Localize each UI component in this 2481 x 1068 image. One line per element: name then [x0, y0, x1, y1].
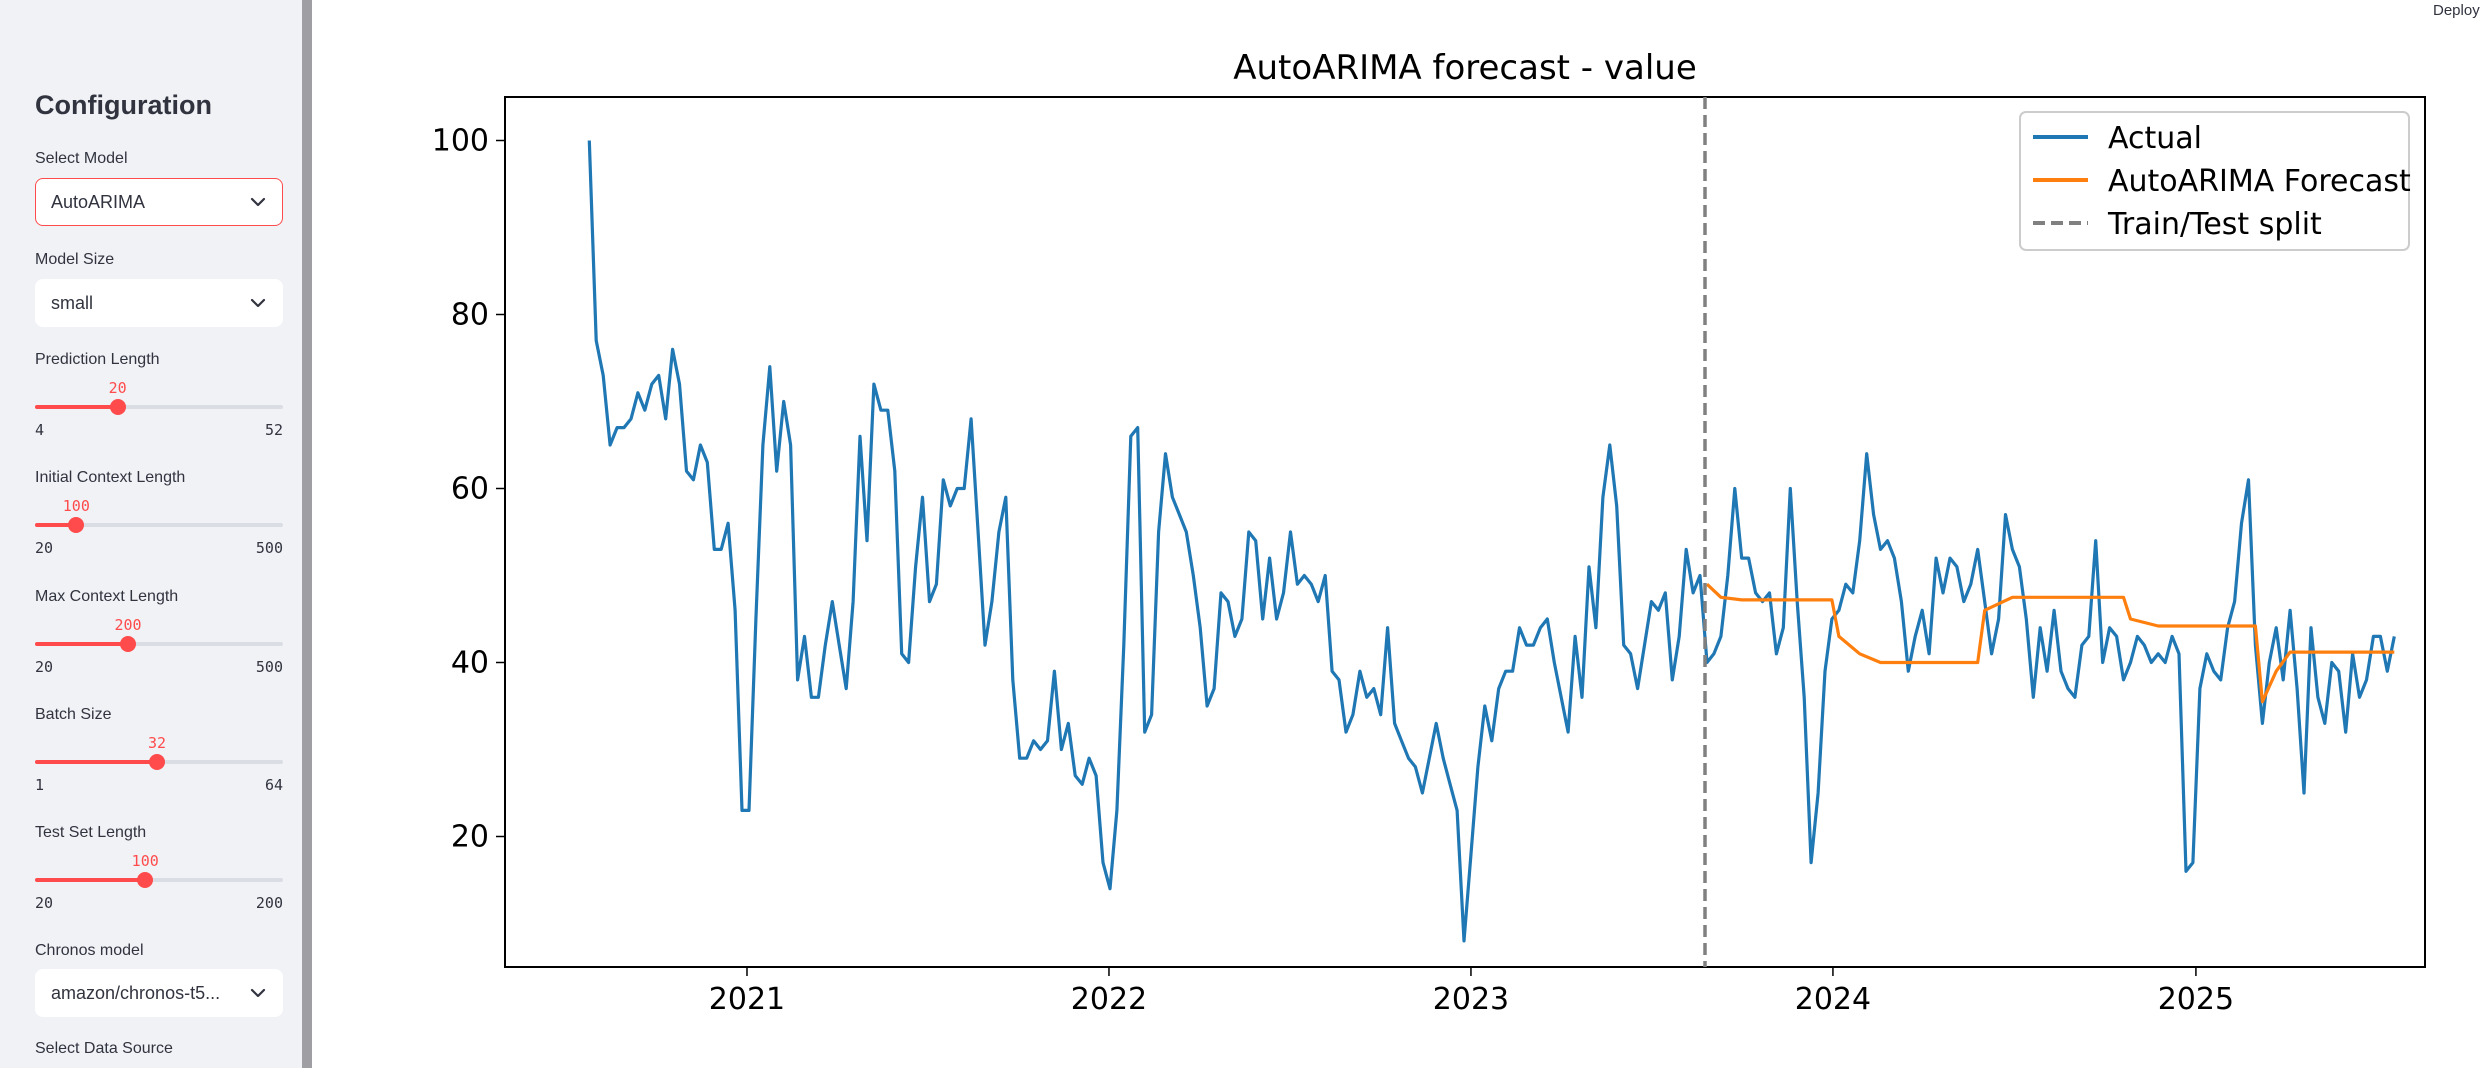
- select-model-dropdown[interactable]: AutoARIMA: [35, 178, 283, 226]
- x-tick-label: 2021: [709, 982, 785, 1017]
- y-tick-label: 60: [451, 472, 489, 507]
- test-set-length-slider[interactable]: 100 20 200: [35, 852, 283, 912]
- chevron-down-icon: [250, 298, 266, 308]
- batch-size-slider[interactable]: 32 1 64: [35, 734, 283, 794]
- slider-min: 20: [35, 658, 54, 676]
- slider-min: 1: [35, 776, 45, 794]
- slider-thumb[interactable]: [109, 399, 126, 415]
- slider-value: 20: [108, 379, 127, 397]
- forecast-line: [1705, 583, 2395, 704]
- series-group: [587, 97, 2396, 967]
- select-model-label: Select Model: [35, 150, 128, 167]
- chevron-down-icon: [250, 197, 266, 207]
- slider-value: 100: [62, 497, 90, 515]
- slider-track[interactable]: [35, 642, 283, 646]
- prediction-length-slider[interactable]: 20 4 52: [35, 379, 283, 439]
- x-tick-label: 2023: [1433, 982, 1509, 1017]
- slider-value: 100: [131, 852, 159, 870]
- slider-thumb[interactable]: [68, 517, 85, 533]
- slider-track[interactable]: [35, 405, 283, 409]
- initial-context-length-slider[interactable]: 100 20 500: [35, 497, 283, 557]
- slider-fill: [35, 642, 128, 646]
- chronos-model-label: Chronos model: [35, 942, 144, 959]
- model-size-value: small: [51, 293, 94, 313]
- chevron-down-icon: [250, 988, 266, 998]
- sidebar-scrollbar[interactable]: [302, 0, 312, 1068]
- initial-context-length-label: Initial Context Length: [35, 469, 186, 486]
- deploy-button[interactable]: Deploy: [2433, 2, 2480, 19]
- slider-min: 20: [35, 894, 54, 912]
- slider-max: 52: [264, 421, 283, 439]
- test-set-length-label: Test Set Length: [35, 824, 147, 841]
- y-tick-label: 100: [432, 124, 489, 159]
- slider-thumb[interactable]: [137, 872, 154, 888]
- legend-split-label: Train/Test split: [2107, 207, 2322, 242]
- legend-actual-label: Actual: [2108, 121, 2202, 156]
- slider-track[interactable]: [35, 523, 283, 527]
- y-tick-label: 40: [451, 646, 489, 681]
- slider-track[interactable]: [35, 878, 283, 882]
- select-model-value: AutoARIMA: [51, 192, 146, 212]
- chronos-model-dropdown[interactable]: amazon/chronos-t5...: [35, 969, 283, 1017]
- y-tick-label: 20: [451, 820, 489, 855]
- prediction-length-label: Prediction Length: [35, 351, 160, 368]
- slider-max: 500: [255, 658, 283, 676]
- slider-fill: [35, 405, 118, 409]
- batch-size-label: Batch Size: [35, 706, 112, 723]
- slider-thumb[interactable]: [120, 636, 136, 652]
- max-context-length-label: Max Context Length: [35, 588, 179, 605]
- slider-max: 200: [255, 894, 283, 912]
- slider-value: 32: [148, 734, 167, 752]
- forecast-chart: AutoARIMA forecast - value 20 40 60 80 100 202…: [432, 48, 2426, 1017]
- model-size-dropdown[interactable]: small: [35, 279, 283, 327]
- slider-max: 64: [264, 776, 283, 794]
- slider-value: 200: [114, 616, 142, 634]
- max-context-length-slider[interactable]: 200 20 500: [35, 616, 283, 676]
- slider-fill: [35, 760, 158, 764]
- slider-min: 4: [35, 421, 45, 439]
- legend-box: [2019, 111, 2410, 251]
- y-tick-label: 80: [451, 298, 489, 333]
- chronos-model-value: amazon/chronos-t5...: [51, 983, 221, 1003]
- model-size-label: Model Size: [35, 251, 115, 268]
- sidebar: Configuration Select Model AutoARIMA Mod…: [0, 0, 302, 1068]
- actual-line: [587, 140, 2396, 943]
- x-tick-label: 2022: [1071, 982, 1147, 1017]
- legend: Actual AutoARIMA Forecast Train/Test split: [2019, 111, 2411, 251]
- axes-group: AutoARIMA forecast - value 20 40 60 80 100 202…: [432, 48, 2426, 1017]
- x-tick-label: 2025: [2158, 982, 2234, 1017]
- sidebar-title: Configuration: [35, 90, 212, 120]
- x-tick-label: 2024: [1795, 982, 1871, 1017]
- data-source-label: Select Data Source: [35, 1040, 173, 1057]
- slider-fill: [35, 878, 146, 882]
- legend-forecast-label: AutoARIMA Forecast: [2108, 164, 2411, 199]
- chart-title: AutoARIMA forecast - value: [1233, 48, 1697, 88]
- slider-fill: [35, 523, 77, 527]
- slider-min: 20: [35, 539, 54, 557]
- slider-max: 500: [255, 539, 283, 557]
- slider-thumb[interactable]: [149, 754, 166, 770]
- plot-frame: [504, 96, 2426, 968]
